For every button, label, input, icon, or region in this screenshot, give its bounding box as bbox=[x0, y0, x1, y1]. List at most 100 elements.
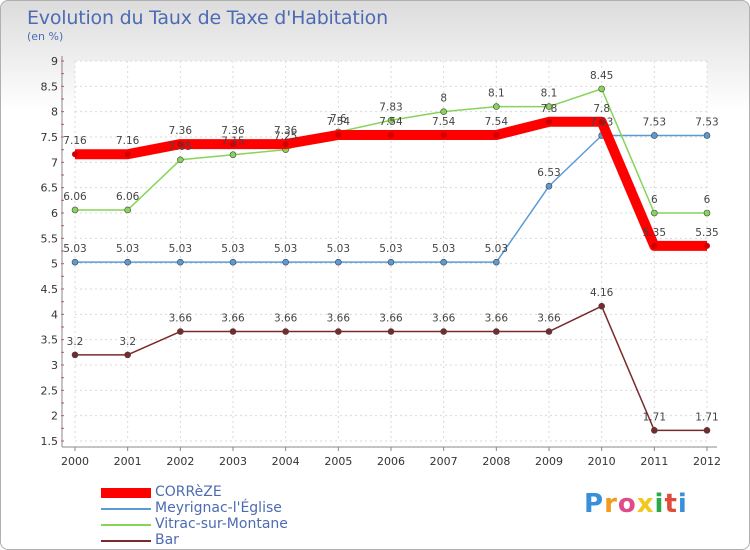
data-point bbox=[71, 206, 79, 214]
chart-subtitle: (en %) bbox=[27, 30, 64, 43]
data-point bbox=[598, 302, 605, 310]
y-tick-label: 3 bbox=[51, 359, 58, 372]
data-label: 3.66 bbox=[537, 313, 561, 325]
data-label: 5.35 bbox=[695, 227, 718, 239]
legend-item: Bar bbox=[101, 532, 361, 549]
y-tick-label: 8.5 bbox=[41, 80, 59, 93]
data-label: 7.53 bbox=[643, 116, 666, 128]
data-point bbox=[493, 131, 500, 138]
legend-label: Meyrignac-l'Église bbox=[155, 500, 282, 516]
y-tick-label: 6.5 bbox=[41, 182, 59, 195]
data-label: 7.54 bbox=[327, 116, 351, 128]
brand-logo: Proxiti bbox=[584, 489, 688, 519]
data-label: 7.54 bbox=[432, 116, 456, 128]
data-point bbox=[229, 258, 237, 266]
x-tick-label: 2005 bbox=[324, 455, 352, 468]
data-label: 5.03 bbox=[169, 243, 192, 255]
data-label: 7.25 bbox=[274, 131, 297, 143]
y-tick-label: 3.5 bbox=[41, 334, 59, 347]
legend-label: CORRèZE bbox=[155, 484, 222, 500]
data-label: 3.2 bbox=[67, 336, 84, 348]
data-label: 7.54 bbox=[485, 116, 509, 128]
data-point bbox=[440, 131, 447, 138]
data-point bbox=[493, 103, 500, 110]
data-label: 3.66 bbox=[221, 313, 245, 325]
y-tick-label: 7 bbox=[51, 156, 58, 169]
data-label: 6.06 bbox=[63, 191, 87, 203]
data-label: 7.53 bbox=[590, 116, 613, 128]
data-point bbox=[282, 328, 289, 335]
data-point bbox=[124, 351, 131, 359]
x-tick-label: 2009 bbox=[535, 455, 563, 468]
data-point bbox=[124, 206, 131, 214]
data-label: 3.66 bbox=[327, 313, 351, 325]
data-label: 7.36 bbox=[221, 125, 245, 137]
data-point bbox=[545, 182, 553, 190]
data-label: 5.03 bbox=[379, 243, 402, 255]
data-label: 3.2 bbox=[119, 336, 136, 348]
data-label: 5.03 bbox=[485, 243, 508, 255]
data-label: 6.53 bbox=[537, 167, 560, 179]
y-tick-label: 9 bbox=[51, 55, 58, 68]
y-tick-label: 5 bbox=[51, 258, 58, 271]
data-point bbox=[229, 151, 237, 159]
data-point bbox=[651, 242, 658, 249]
data-label: 5.35 bbox=[643, 227, 666, 239]
data-point bbox=[598, 85, 605, 93]
data-point bbox=[335, 258, 342, 266]
data-point bbox=[703, 427, 711, 434]
y-tick-label: 2 bbox=[51, 410, 58, 423]
data-label: 3.66 bbox=[274, 313, 298, 325]
data-point bbox=[177, 141, 184, 148]
x-tick-label: 2003 bbox=[219, 455, 247, 468]
data-point bbox=[177, 156, 184, 164]
data-point bbox=[230, 141, 236, 148]
x-tick-label: 2000 bbox=[61, 455, 89, 468]
data-point bbox=[703, 209, 711, 217]
data-label: 3.66 bbox=[485, 313, 509, 325]
data-point bbox=[282, 258, 289, 266]
data-label: 8.45 bbox=[590, 70, 613, 82]
data-point bbox=[598, 118, 605, 125]
data-point bbox=[72, 151, 78, 158]
y-tick-label: 4.5 bbox=[41, 283, 59, 296]
y-tick-label: 6 bbox=[51, 207, 58, 220]
data-point bbox=[124, 258, 131, 266]
data-point bbox=[545, 328, 553, 335]
data-point bbox=[493, 258, 500, 266]
legend-item: Vitrac-sur-Montane bbox=[101, 516, 361, 533]
data-point bbox=[229, 328, 237, 335]
data-point bbox=[440, 258, 447, 266]
data-label: 8 bbox=[440, 93, 447, 105]
chart-title: Evolution du Taux de Taxe d'Habitation bbox=[27, 7, 388, 29]
data-point bbox=[282, 141, 289, 148]
data-label: 3.66 bbox=[432, 313, 456, 325]
x-tick-label: 2007 bbox=[430, 455, 458, 468]
x-tick-label: 2006 bbox=[377, 455, 405, 468]
data-point bbox=[335, 328, 342, 335]
legend-label: Bar bbox=[155, 532, 179, 548]
data-point bbox=[177, 258, 184, 266]
data-label: 8.1 bbox=[488, 88, 505, 100]
data-point bbox=[703, 132, 711, 139]
y-tick-label: 5.5 bbox=[41, 232, 59, 245]
data-label: 7.16 bbox=[116, 135, 140, 147]
data-label: 5.03 bbox=[274, 243, 297, 255]
data-label: 5.03 bbox=[63, 243, 86, 255]
data-point bbox=[440, 108, 447, 115]
data-point bbox=[387, 258, 395, 266]
data-point bbox=[71, 351, 79, 359]
data-label: 7.53 bbox=[695, 116, 718, 128]
data-point bbox=[546, 118, 552, 125]
data-label: 7.36 bbox=[274, 125, 298, 137]
y-tick-label: 7.5 bbox=[41, 131, 59, 144]
data-point bbox=[387, 116, 395, 124]
legend-swatch bbox=[101, 508, 151, 510]
x-tick-label: 2010 bbox=[588, 455, 616, 468]
legend: CORRèZE Meyrignac-l'Église Vitrac-sur-Mont… bbox=[101, 484, 361, 549]
x-tick-label: 2011 bbox=[640, 455, 668, 468]
data-label: 7.16 bbox=[63, 135, 87, 147]
legend-swatch bbox=[101, 524, 151, 526]
data-label: 3.66 bbox=[379, 313, 403, 325]
